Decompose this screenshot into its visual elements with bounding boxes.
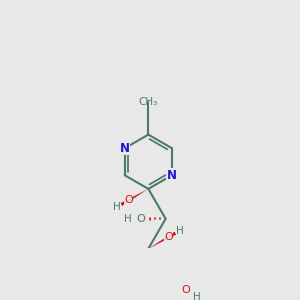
Text: O: O — [136, 214, 145, 224]
Text: O: O — [164, 232, 173, 242]
Text: H: H — [193, 292, 201, 300]
Polygon shape — [121, 189, 148, 206]
Text: H: H — [113, 202, 121, 212]
Text: H: H — [176, 226, 184, 236]
Text: CH₃: CH₃ — [139, 97, 158, 107]
Text: N: N — [120, 142, 130, 155]
Text: H: H — [124, 214, 132, 224]
Text: O: O — [181, 285, 190, 295]
Polygon shape — [148, 232, 176, 249]
Text: O: O — [124, 195, 133, 206]
Text: N: N — [167, 169, 177, 182]
